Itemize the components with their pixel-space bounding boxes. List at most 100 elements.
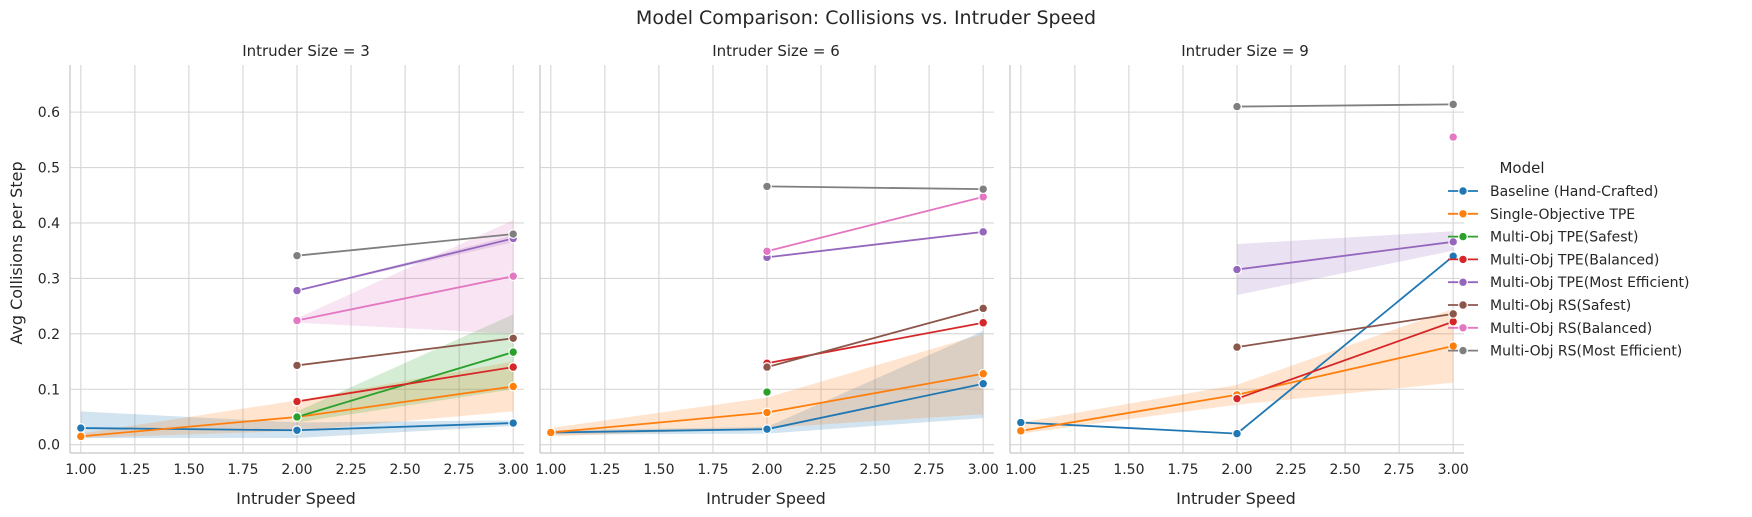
- series: [762, 303, 989, 372]
- data-point: [292, 412, 302, 422]
- series: [545, 368, 989, 438]
- data-point: [292, 425, 302, 436]
- series-line: [296, 275, 514, 322]
- series-line: [766, 196, 984, 253]
- data-point: [1232, 264, 1242, 275]
- series-line: [1236, 103, 1454, 108]
- legend-entry: Multi-Obj RS(Safest): [1448, 298, 1631, 314]
- legend-entry: Multi-Obj RS(Balanced): [1448, 321, 1652, 337]
- series-line: [766, 185, 984, 191]
- data-point: [1448, 132, 1459, 142]
- data-point: [1015, 417, 1026, 428]
- confidence-band: [297, 235, 514, 291]
- series: [1232, 308, 1459, 353]
- grid: [540, 65, 994, 453]
- confidence-band: [1020, 308, 1454, 434]
- confidence-band: [80, 411, 514, 439]
- chart-title: Model Comparison: Collisions vs. Intrude…: [636, 7, 1096, 29]
- data-point: [1232, 393, 1242, 404]
- y-axis-label: Avg Collisions per Step: [7, 161, 26, 344]
- legend-swatch-marker: [1458, 208, 1468, 219]
- data-point: [292, 285, 302, 296]
- x-tick-label: 1.75: [697, 462, 728, 478]
- x-tick-label: 1.25: [1059, 462, 1090, 478]
- series: [545, 378, 989, 438]
- data-point: [978, 368, 989, 379]
- y-tick-label: 0.1: [38, 382, 60, 398]
- confidence-band: [80, 361, 514, 439]
- series: [292, 362, 519, 407]
- data-point: [978, 184, 989, 195]
- y-tick-label: 0.3: [38, 271, 60, 287]
- data-point: [75, 431, 86, 442]
- x-tick-label: 2.25: [1275, 462, 1306, 478]
- x-tick-label: 2.00: [751, 462, 782, 478]
- legend-label: Multi-Obj RS(Balanced): [1490, 321, 1652, 337]
- data-point: [1232, 342, 1242, 353]
- series: [762, 181, 989, 195]
- legend-entry: Multi-Obj RS(Most Efficient): [1448, 344, 1682, 360]
- x-tick-label: 2.75: [914, 462, 945, 478]
- x-tick-label: 2.50: [390, 462, 421, 478]
- data-point: [978, 317, 989, 328]
- legend-entry: Multi-Obj TPE(Most Efficient): [1448, 275, 1690, 291]
- data-point: [762, 362, 772, 372]
- panel-size-9: Intruder Size = 9 1.00 1.25 1.50 1.75 2.00 2.…: [1005, 42, 1469, 478]
- data-point: [508, 229, 519, 239]
- confidence-band: [297, 220, 514, 334]
- data-point: [762, 387, 772, 397]
- series-line: [766, 307, 984, 368]
- legend-label: Single-Objective TPE: [1490, 207, 1635, 223]
- data-point: [292, 396, 302, 407]
- legend-swatch-marker: [1458, 231, 1468, 242]
- series-line: [296, 337, 514, 367]
- data-point: [508, 333, 519, 344]
- data-point: [292, 250, 302, 261]
- y-tick-label: 0.0: [38, 438, 60, 454]
- data-point: [1448, 341, 1459, 351]
- x-tick-label: 1.00: [1005, 462, 1036, 478]
- legend-label: Multi-Obj RS(Most Efficient): [1490, 344, 1682, 360]
- x-tick-label: 1.50: [173, 462, 204, 478]
- legend-entry: Baseline (Hand-Crafted): [1448, 184, 1658, 200]
- data-point: [508, 418, 519, 428]
- legend-label: Multi-Obj TPE(Most Efficient): [1490, 275, 1690, 291]
- data-point: [545, 427, 556, 438]
- x-tick-label: 1.00: [535, 462, 566, 478]
- grid: [1010, 65, 1464, 453]
- legend-swatch-marker: [1458, 277, 1468, 288]
- confidence-band: [550, 331, 984, 435]
- data-point: [1448, 236, 1459, 247]
- legend: Model Baseline (Hand-Crafted) Single-Obje…: [1448, 159, 1690, 360]
- x-axis-label: Intruder Speed: [706, 489, 826, 508]
- data-point: [292, 360, 302, 371]
- series: [75, 418, 519, 436]
- data-point: [978, 226, 989, 237]
- legend-label: Multi-Obj RS(Safest): [1490, 298, 1631, 314]
- data-point: [1232, 428, 1242, 439]
- data-point: [1232, 101, 1242, 112]
- series-line: [766, 230, 984, 259]
- series: [1232, 236, 1459, 275]
- legend-swatch-marker: [1458, 254, 1468, 265]
- x-tick-label: 3.00: [498, 462, 529, 478]
- x-tick-label: 2.25: [335, 462, 366, 478]
- data-point: [762, 246, 772, 257]
- data-point: [762, 424, 772, 435]
- y-tick-label: 0.4: [38, 216, 60, 232]
- confidence-band: [297, 314, 514, 423]
- panel-title: Intruder Size = 6: [712, 42, 840, 60]
- legend-title: Model: [1499, 159, 1544, 177]
- x-tick-label: 2.75: [1384, 462, 1415, 478]
- x-tick-label: 2.00: [1221, 462, 1252, 478]
- x-axis-label: Intruder Speed: [1176, 489, 1296, 508]
- x-tick-label: 1.25: [589, 462, 620, 478]
- series-line: [296, 233, 514, 257]
- data-point: [508, 362, 519, 372]
- series: [292, 271, 519, 326]
- x-tick-label: 1.00: [65, 462, 96, 478]
- x-tick-label: 1.25: [119, 462, 150, 478]
- confidence-band: [1237, 231, 1454, 296]
- x-tick-label: 2.50: [1330, 462, 1361, 478]
